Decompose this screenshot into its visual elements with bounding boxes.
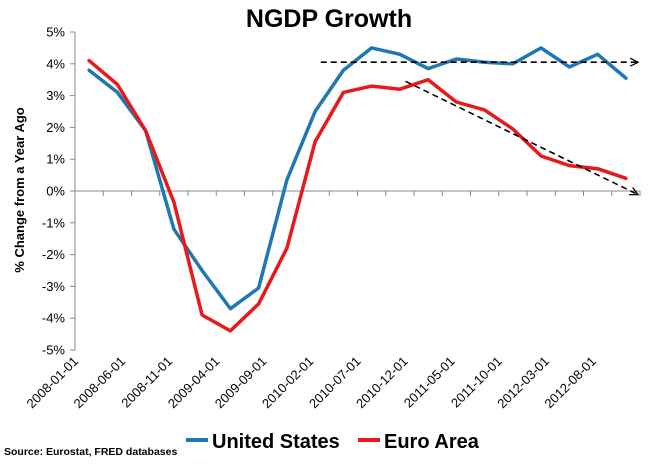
y-tick-label: 0%: [46, 184, 65, 199]
x-tick-label: 2010-12-01: [353, 354, 411, 412]
y-tick-label: 5%: [46, 25, 65, 40]
y-tick-label: 3%: [46, 88, 65, 103]
x-tick-label: 2012-08-01: [541, 354, 599, 412]
chart-title: NGDP Growth: [246, 5, 412, 33]
y-tick-label: -3%: [42, 279, 66, 294]
y-tick-label: 1%: [46, 152, 65, 167]
series-line-united-states: [87, 46, 628, 311]
y-tick-label: -1%: [42, 215, 66, 230]
y-tick-label: -2%: [42, 247, 66, 262]
y-axis-label: % Change from a Year Ago: [12, 107, 27, 272]
y-tick-label: -4%: [42, 311, 66, 326]
legend-label-euro-area: Euro Area: [384, 431, 480, 453]
legend: United States Euro Area: [186, 431, 480, 453]
source-note: Source: Eurostat, FRED databases: [4, 446, 177, 458]
legend-label-united-states: United States: [212, 431, 340, 453]
y-tick-label: -5%: [42, 343, 66, 358]
x-tick-label: 2008-06-01: [71, 354, 129, 412]
plot-area: -5%-4%-3%-2%-1%0%1%2%3%4%5%2008-01-01200…: [23, 25, 641, 412]
y-tick-label: 4%: [46, 56, 65, 71]
series-line-euro-area: [87, 58, 628, 333]
y-tick-label: 2%: [46, 120, 65, 135]
euro-trend-arrow: [405, 80, 638, 194]
